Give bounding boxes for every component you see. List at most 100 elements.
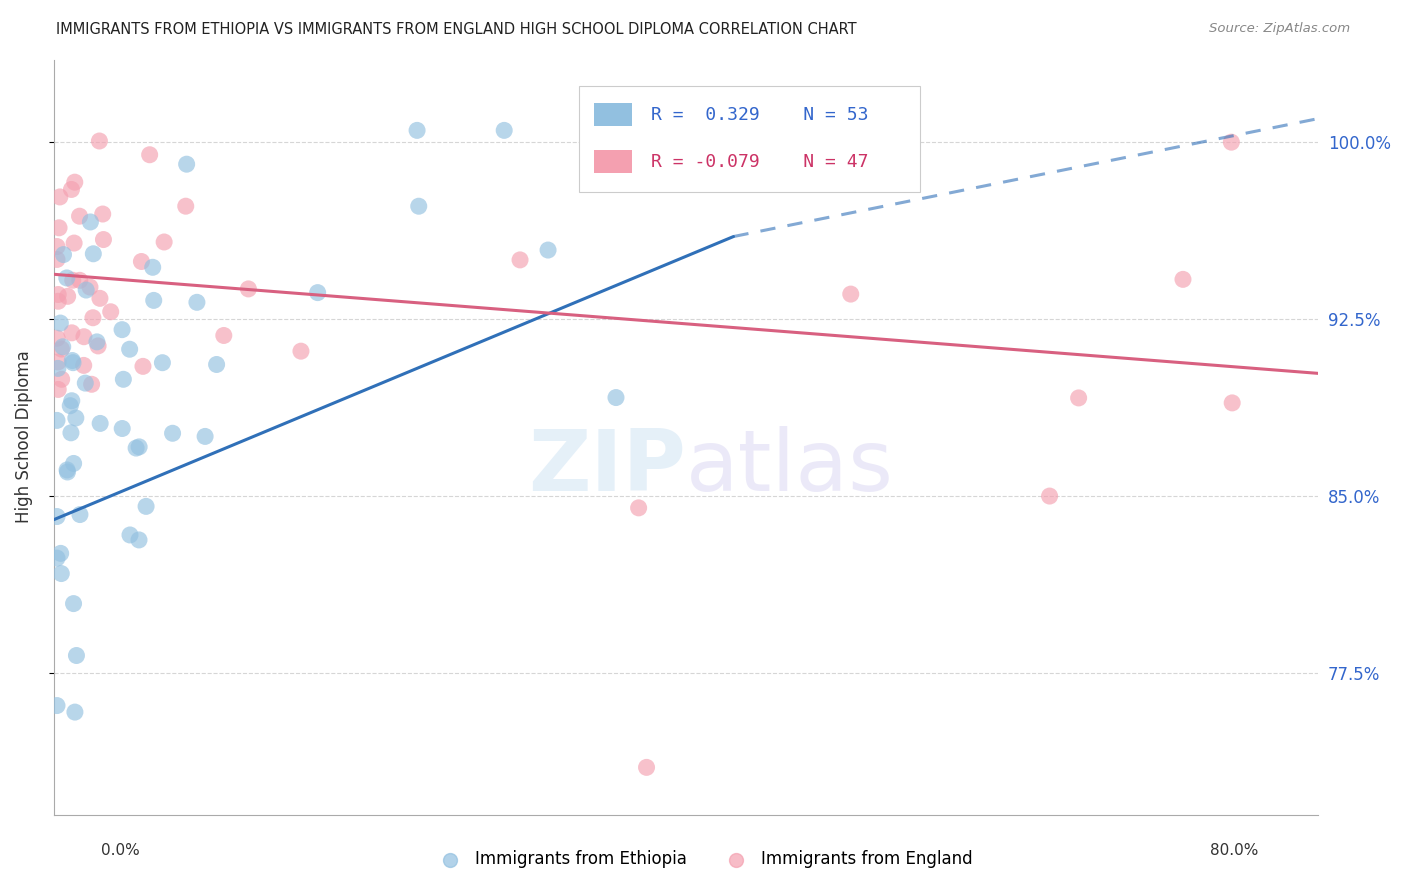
Point (111, 421, 134, 435)
Bar (593, 150, 631, 173)
Point (62, 597, 84, 611)
Point (56, 289, 79, 303)
Point (152, 356, 174, 370)
Point (69, 273, 91, 287)
Point (75, 376, 97, 390)
Point (176, 157, 198, 171)
Point (49, 316, 72, 330)
Point (636, 760, 658, 774)
Point (63, 175, 86, 189)
Point (91, 207, 114, 221)
Point (307, 285, 329, 300)
Point (65, 411, 87, 425)
Point (62, 457, 84, 471)
Point (62, 356, 84, 370)
Point (60, 326, 83, 340)
Point (56, 271, 79, 285)
Point (162, 426, 184, 441)
Point (62, 273, 84, 287)
Point (537, 243, 560, 257)
Point (51, 342, 73, 356)
Point (52, 247, 75, 261)
Point (839, 287, 862, 301)
Point (494, 123, 516, 137)
Point (49, 190, 72, 204)
Point (194, 429, 217, 443)
Point (132, 359, 155, 374)
Point (86, 334, 108, 349)
Point (69, 209, 91, 223)
Point (63, 235, 86, 250)
Point (46, 355, 69, 369)
Point (290, 344, 312, 359)
Point (52, 340, 75, 354)
Point (59, 425, 82, 440)
Point (46, 413, 69, 427)
Point (73, 329, 96, 343)
Point (56, 463, 79, 477)
Point (79, 215, 101, 229)
Point (509, 252, 531, 267)
Point (93, 233, 115, 247)
Point (49, 546, 72, 560)
Point (142, 260, 165, 275)
Point (142, 293, 165, 308)
Point (125, 441, 148, 455)
Point (174, 199, 197, 213)
Point (82, 247, 104, 261)
Point (46, 239, 69, 253)
Y-axis label: High School Diploma: High School Diploma (15, 351, 32, 524)
Point (65, 648, 87, 663)
Text: 80.0%: 80.0% (1211, 843, 1258, 858)
Text: 0.0%: 0.0% (101, 843, 141, 858)
Point (60, 353, 83, 368)
Point (75, 283, 97, 297)
Point (56, 465, 79, 479)
Point (128, 533, 150, 547)
Point (205, 358, 228, 372)
Legend: Immigrants from Ethiopia, Immigrants from England: Immigrants from Ethiopia, Immigrants fro… (426, 844, 980, 875)
Point (46, 294, 69, 309)
Point (408, 199, 430, 213)
Point (89, 134, 111, 148)
Point (69, 508, 91, 522)
Bar (593, 103, 631, 126)
Point (212, 328, 235, 343)
Point (46, 698, 69, 713)
Point (406, 123, 429, 137)
Point (128, 440, 150, 454)
Point (1220, 396, 1243, 410)
Point (627, 500, 650, 515)
Point (46, 509, 69, 524)
Point (186, 295, 208, 310)
Text: ZIP: ZIP (529, 425, 686, 508)
Point (79, 280, 101, 294)
Point (46, 361, 69, 376)
Point (51, 372, 73, 386)
Point (46, 252, 69, 267)
Point (73, 359, 96, 373)
Point (80, 377, 103, 392)
Point (1171, 272, 1194, 286)
Text: R =  0.329    N = 53: R = 0.329 N = 53 (651, 106, 868, 124)
Point (63, 705, 86, 719)
Point (89, 417, 111, 431)
Point (46, 551, 69, 566)
Point (46, 331, 69, 345)
Point (51, 566, 73, 581)
FancyBboxPatch shape (579, 86, 920, 192)
Point (118, 528, 141, 542)
Point (89, 291, 111, 305)
Point (1220, 135, 1243, 149)
Point (60, 393, 83, 408)
Point (100, 305, 122, 319)
Point (46, 383, 69, 397)
Point (112, 372, 135, 386)
Point (87, 339, 110, 353)
Point (135, 500, 157, 514)
Text: Source: ZipAtlas.com: Source: ZipAtlas.com (1209, 22, 1350, 36)
Point (605, 391, 627, 405)
Point (111, 323, 134, 337)
Point (118, 343, 141, 357)
Point (60, 182, 83, 196)
